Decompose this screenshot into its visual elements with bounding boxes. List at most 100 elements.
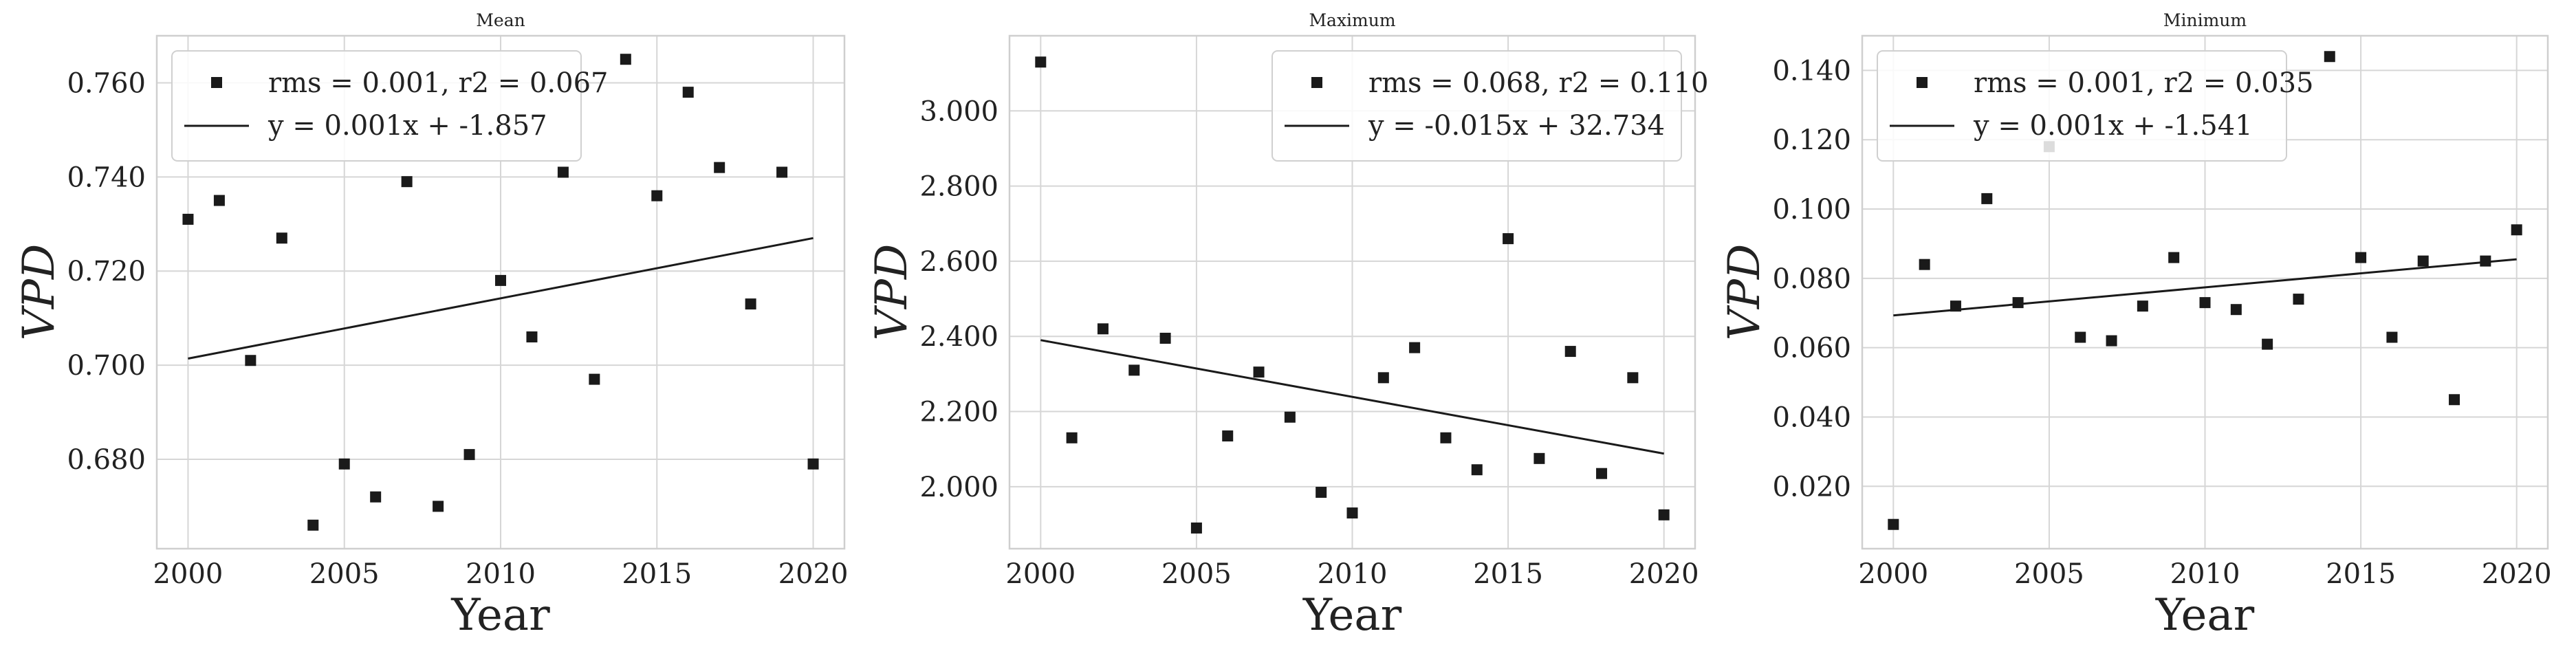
data-point xyxy=(1035,56,1047,68)
data-point xyxy=(338,458,350,470)
data-point xyxy=(1066,432,1078,443)
y-tick-label: 0.060 xyxy=(1772,333,1851,364)
legend: rms = 0.001, r2 = 0.067 y = 0.001x + -1.8… xyxy=(171,50,609,162)
x-tick-label: 2005 xyxy=(309,558,380,590)
x-tick-label: 2010 xyxy=(466,558,536,590)
data-point xyxy=(2199,297,2211,309)
data-point xyxy=(1284,411,1296,423)
y-tick-label: 0.680 xyxy=(67,444,146,476)
y-axis-label: VPD xyxy=(14,244,65,341)
data-point xyxy=(1503,233,1514,245)
legend-line-label: y = 0.001x + -1.857 xyxy=(268,110,547,142)
plot-frame xyxy=(1861,34,2549,550)
y-tick-label: 0.720 xyxy=(67,256,146,287)
data-point xyxy=(1097,323,1109,335)
y-tick-label: 0.120 xyxy=(1772,124,1851,156)
x-tick-label: 2015 xyxy=(622,558,692,590)
x-tick-label: 2015 xyxy=(2326,558,2396,590)
y-tick-label: 0.100 xyxy=(1772,194,1851,226)
y-axis-label: VPD xyxy=(1719,244,1770,341)
y-tick-label: 0.700 xyxy=(67,350,146,382)
plot-frame xyxy=(1008,34,1696,550)
data-point xyxy=(1346,507,1358,519)
regression-line xyxy=(188,237,814,360)
x-tick-label: 2005 xyxy=(1161,558,1232,590)
data-point xyxy=(1950,300,1961,312)
x-tick-label: 2020 xyxy=(1629,558,1699,590)
data-point xyxy=(370,491,382,503)
x-axis-label: Year xyxy=(2155,590,2255,641)
data-point xyxy=(1128,364,1140,376)
y-tick-label: 0.020 xyxy=(1772,471,1851,503)
data-point xyxy=(2137,300,2148,312)
regression-line xyxy=(1040,339,1664,455)
legend-marker-icon xyxy=(1311,77,1322,88)
y-tick-label: 0.080 xyxy=(1772,263,1851,295)
regression-line xyxy=(1893,258,2517,317)
panel-title: Maximum xyxy=(1309,10,1395,30)
panel-title: Minimum xyxy=(2163,10,2247,30)
data-point xyxy=(1533,452,1545,464)
data-point xyxy=(213,195,225,206)
data-point xyxy=(1316,487,1327,498)
y-tick-label: 2.800 xyxy=(919,171,998,203)
chart-panel-minimum: 2000 2005 2010 2015 2020 0.020 0.040 0.060 0.080… xyxy=(1719,10,2552,641)
y-tick-label: 0.140 xyxy=(1772,55,1851,87)
data-point xyxy=(245,355,256,366)
data-point xyxy=(2262,338,2273,350)
data-point xyxy=(2106,335,2117,347)
data-point xyxy=(2293,294,2304,305)
data-point xyxy=(1159,332,1171,344)
y-tick-label: 2.600 xyxy=(919,246,998,278)
legend-marker-icon xyxy=(211,77,222,88)
y-tick-label: 0.040 xyxy=(1772,402,1851,433)
data-point xyxy=(557,166,569,178)
x-tick-label: 2015 xyxy=(1473,558,1543,590)
x-tick-label: 2005 xyxy=(2014,558,2084,590)
chart-panel-mean: 2000 2005 2010 2015 2020 0.680 0.700 0.720 0.740… xyxy=(14,10,848,641)
data-point xyxy=(276,232,287,244)
data-point xyxy=(589,373,600,385)
data-point xyxy=(1627,372,1639,384)
data-point xyxy=(401,176,413,188)
y-tick-label: 0.740 xyxy=(67,162,146,193)
y-tick-label: 2.000 xyxy=(919,472,998,503)
legend-line-label: y = 0.001x + -1.541 xyxy=(1973,110,2253,142)
data-point xyxy=(1658,509,1670,520)
data-point xyxy=(2449,394,2460,406)
data-point xyxy=(2417,255,2429,267)
data-point xyxy=(2324,51,2335,63)
legend: rms = 0.001, r2 = 0.035 y = 0.001x + -1.5… xyxy=(1877,50,2314,162)
legend: rms = 0.068, r2 = 0.110 y = -0.015x + 32.… xyxy=(1271,50,1709,162)
y-tick-label: 2.400 xyxy=(919,321,998,353)
data-point xyxy=(495,274,506,286)
legend-box xyxy=(171,50,582,162)
legend-scatter-label: rms = 0.001, r2 = 0.035 xyxy=(1974,67,2314,99)
data-point xyxy=(682,87,694,98)
plot-frame xyxy=(155,34,846,550)
data-point xyxy=(1440,432,1452,443)
x-tick-label: 2000 xyxy=(1858,558,1928,590)
data-point xyxy=(1888,518,1899,530)
data-point xyxy=(526,331,538,343)
data-point xyxy=(307,519,319,531)
legend-marker-icon xyxy=(1917,77,1928,88)
x-tick-label: 2020 xyxy=(778,558,849,590)
data-point xyxy=(463,449,475,461)
data-point xyxy=(1596,468,1608,479)
data-point xyxy=(1471,464,1483,476)
data-point xyxy=(651,190,663,201)
data-point xyxy=(1222,430,1234,442)
data-point xyxy=(1919,259,1930,270)
data-point xyxy=(2386,331,2398,343)
data-point xyxy=(2168,252,2180,263)
data-point xyxy=(2480,255,2491,267)
data-point xyxy=(2511,224,2522,236)
x-tick-label: 2000 xyxy=(153,558,223,590)
x-axis-label: Year xyxy=(1302,590,1402,641)
data-point xyxy=(620,54,631,65)
legend-line-label: y = -0.015x + 32.734 xyxy=(1368,110,1665,142)
legend-box xyxy=(1877,50,2287,162)
y-tick-label: 3.000 xyxy=(919,96,998,127)
